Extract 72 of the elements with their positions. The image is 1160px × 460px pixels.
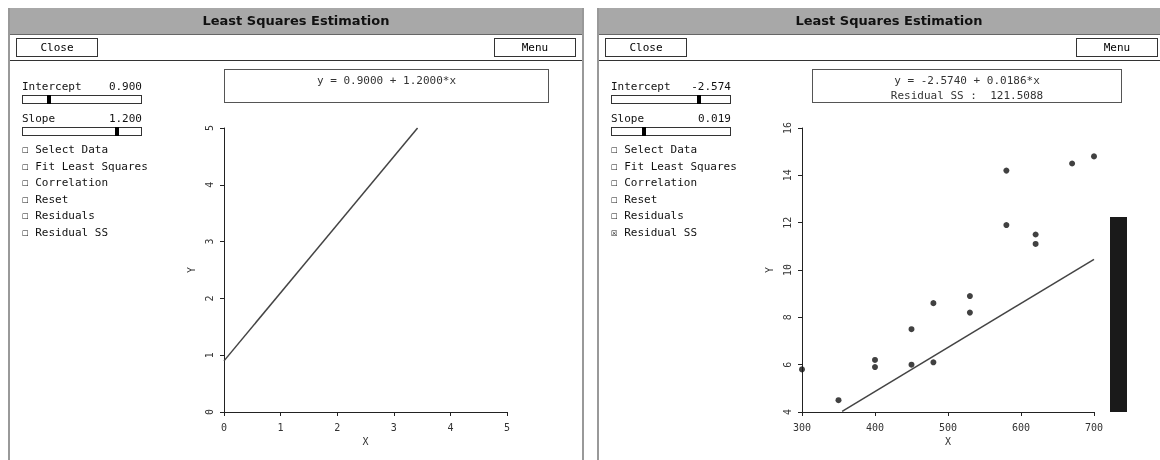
chart-title: Least Squares Estimation [10, 8, 582, 35]
y-tick-label: 10 [781, 263, 793, 277]
text: Slope [22, 112, 56, 125]
y-tick-label: 0 [203, 408, 215, 416]
text: ☒ Residual SS [611, 225, 698, 239]
y-tick-label: 5 [203, 124, 215, 132]
text: ☐ Reset [22, 192, 69, 206]
text: ☐ Correlation [611, 176, 698, 189]
y-axis-title: Y [185, 266, 197, 274]
y-axis-title: Y [763, 266, 775, 274]
y-tick-label: 3 [203, 238, 215, 245]
x-tick-label: 0 [220, 421, 228, 433]
text: Intercept [611, 80, 671, 93]
text: Intercept [22, 80, 82, 93]
text: 0.019 [696, 112, 731, 125]
text: Menu [494, 38, 576, 57]
y-tick-label: 6 [781, 361, 793, 368]
point [1032, 240, 1039, 247]
text: y = 0.9000 + 1.2000*x [224, 69, 549, 103]
chart-title: Least Squares Estimation [599, 8, 1160, 35]
y-tick-label: 4 [203, 181, 215, 188]
point [799, 366, 805, 373]
text: -2.574 [690, 80, 731, 93]
text: 1.200 [107, 112, 142, 125]
point [1003, 167, 1010, 174]
point [1032, 231, 1039, 238]
x-tick-label: 700 [1084, 421, 1104, 433]
point [1069, 160, 1076, 167]
point [966, 293, 973, 300]
text: ☐ Select Data [611, 143, 698, 156]
text: ☐ Residual SS [22, 225, 109, 239]
text: ☐ Correlation [22, 176, 109, 189]
text: ☐ Fit Least Squares [611, 159, 737, 173]
text: ☐ Reset [611, 192, 658, 206]
x-tick-label: 500 [938, 421, 958, 433]
text: Close [605, 38, 687, 57]
y-tick-label: 1 [203, 352, 215, 359]
text: ☐ Select Data [22, 143, 109, 156]
x-tick-label: 1 [277, 421, 284, 433]
y-tick-label: 14 [781, 169, 793, 182]
point [872, 356, 878, 363]
x-axis-title: X [362, 436, 369, 448]
point [930, 359, 937, 366]
x-tick-label: 400 [865, 421, 885, 433]
text: Menu [1076, 38, 1158, 57]
y-tick-label: 12 [781, 216, 793, 229]
x-tick-label: 5 [503, 421, 511, 433]
point [835, 397, 842, 404]
y-tick-label: 8 [781, 314, 793, 321]
point [930, 300, 937, 307]
text: Residual SS : 121.5088 [890, 89, 1044, 102]
x-tick-label: 4 [447, 421, 454, 433]
text: Close [16, 38, 98, 57]
y-tick-label: 16 [781, 121, 793, 135]
text: ☐ Residuals [22, 209, 95, 222]
point [872, 364, 878, 371]
x-axis-title: X [944, 436, 952, 448]
text: 0.900 [107, 80, 142, 93]
text: Slope [611, 112, 645, 125]
point [966, 309, 973, 316]
y-tick-label: 4 [781, 408, 793, 416]
text: y = -2.5740 + 0.0186*x [894, 74, 1040, 87]
x-tick-label: 600 [1011, 421, 1031, 433]
text: ☐ Fit Least Squares [22, 159, 148, 173]
point [908, 326, 915, 333]
text: ☐ Residuals [611, 209, 684, 222]
x-tick-label: 2 [334, 421, 341, 433]
x-tick-label: 300 [792, 421, 812, 433]
x-tick-label: 3 [390, 421, 397, 433]
point [1091, 153, 1097, 160]
y-tick-label: 2 [203, 295, 215, 302]
point [1003, 222, 1010, 229]
